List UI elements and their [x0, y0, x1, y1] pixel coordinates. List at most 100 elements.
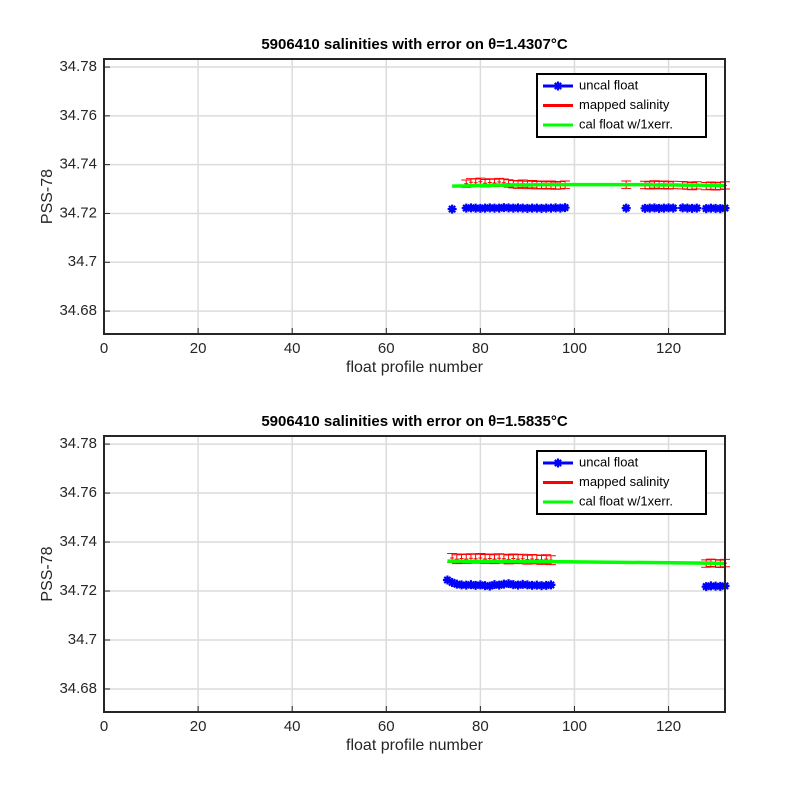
- uncal-marker: [466, 580, 476, 590]
- y-tick-label: 34.72: [59, 582, 97, 599]
- axes-frame: [103, 435, 726, 713]
- uncal-marker: [664, 203, 674, 213]
- uncal-marker: [537, 203, 547, 213]
- error-bar: [461, 554, 472, 564]
- uncal-marker: [513, 203, 523, 213]
- x-tick-label: 120: [656, 340, 681, 357]
- uncal-marker: [640, 203, 650, 213]
- uncal-marker: [452, 579, 462, 589]
- uncal-marker: [701, 582, 711, 592]
- uncal-marker: [706, 581, 716, 591]
- error-bar: [451, 554, 462, 565]
- uncal-marker: [711, 581, 721, 591]
- x-tick-label: 0: [100, 718, 108, 735]
- y-axis-label: PSS-78: [39, 546, 56, 601]
- cal-line: [447, 559, 725, 566]
- x-tick-label: 100: [562, 340, 587, 357]
- uncal-marker: [546, 580, 556, 590]
- y-tick-label: 34.74: [59, 156, 97, 173]
- y-tick-label: 34.72: [59, 204, 97, 221]
- uncal-marker: [541, 580, 551, 590]
- uncal-marker: [471, 203, 481, 213]
- y-tick-label: 34.74: [59, 533, 97, 550]
- x-tick-label: 40: [284, 718, 301, 735]
- uncal-marker: [489, 580, 499, 590]
- x-tick-label: 20: [190, 340, 207, 357]
- y-tick-label: 34.7: [68, 253, 97, 270]
- uncal-marker: [541, 203, 551, 213]
- uncal-marker: [513, 580, 523, 590]
- uncal-marker: [475, 580, 485, 590]
- uncal-marker: [461, 203, 471, 213]
- uncal-marker: [518, 579, 528, 589]
- y-tick-label: 34.68: [59, 680, 97, 697]
- uncal-marker: [645, 203, 655, 213]
- uncal-marker: [447, 204, 457, 214]
- uncal-marker: [532, 580, 542, 590]
- error-bar: [522, 554, 533, 565]
- x-tick-label: 60: [378, 340, 395, 357]
- uncal-marker: [527, 580, 537, 590]
- uncal-marker: [494, 203, 504, 213]
- x-tick-label: 100: [562, 718, 587, 735]
- x-tick-label: 0: [100, 340, 108, 357]
- uncal-marker: [621, 203, 631, 213]
- uncal-marker: [715, 204, 725, 214]
- cal-line: [452, 182, 725, 188]
- legend-label: cal float w/1xerr.: [579, 493, 673, 508]
- y-tick-label: 34.7: [68, 631, 97, 648]
- uncal-marker: [555, 203, 565, 213]
- uncal-marker: [485, 581, 495, 591]
- uncal-marker: [447, 577, 457, 587]
- x-axis-label: float profile number: [346, 737, 484, 754]
- uncal-marker: [471, 580, 481, 590]
- legend-marker: [553, 81, 563, 91]
- uncal-marker: [480, 581, 490, 591]
- uncal-marker: [659, 203, 669, 213]
- uncal-marker: [457, 580, 467, 590]
- error-bar: [489, 554, 500, 565]
- uncal-marker: [508, 203, 518, 213]
- x-tick-label: 80: [472, 718, 489, 735]
- error-bar: [541, 554, 552, 565]
- axes-frame: [103, 58, 726, 335]
- chart-title: 5906410 salinities with error on θ=1.583…: [261, 413, 568, 430]
- error-bar: [503, 554, 514, 565]
- uncal-marker: [711, 203, 721, 213]
- x-tick-label: 80: [472, 340, 489, 357]
- uncal-marker: [687, 203, 697, 213]
- legend-label: mapped salinity: [579, 474, 670, 489]
- x-tick-label: 120: [656, 718, 681, 735]
- uncal-marker: [508, 580, 518, 590]
- legend-marker: [553, 458, 563, 468]
- x-axis-label: float profile number: [346, 359, 484, 376]
- uncal-marker: [522, 203, 532, 213]
- uncal-marker: [537, 581, 547, 591]
- uncal-marker: [504, 203, 514, 213]
- uncal-marker: [466, 203, 476, 213]
- legend-label: cal float w/1xerr.: [579, 116, 673, 131]
- uncal-marker: [682, 203, 692, 213]
- chart-title: 5906410 salinities with error on θ=1.430…: [261, 36, 568, 53]
- uncal-marker: [485, 203, 495, 213]
- y-tick-label: 34.68: [59, 302, 97, 319]
- uncal-marker: [654, 203, 664, 213]
- uncal-marker: [499, 579, 509, 589]
- y-tick-label: 34.76: [59, 107, 97, 124]
- uncal-marker: [546, 203, 556, 213]
- uncal-marker: [692, 203, 702, 213]
- uncal-marker: [715, 581, 725, 591]
- legend-label: mapped salinity: [579, 97, 670, 112]
- uncal-marker: [701, 204, 711, 214]
- y-axis-label: PSS-78: [39, 169, 56, 224]
- uncal-marker: [668, 203, 678, 213]
- uncal-marker: [475, 203, 485, 213]
- y-tick-label: 34.78: [59, 435, 97, 452]
- y-tick-label: 34.76: [59, 484, 97, 501]
- uncal-marker: [527, 203, 537, 213]
- x-tick-label: 20: [190, 718, 207, 735]
- y-tick-label: 34.78: [59, 58, 97, 75]
- uncal-marker: [678, 203, 688, 213]
- legend-label: uncal float: [579, 77, 639, 92]
